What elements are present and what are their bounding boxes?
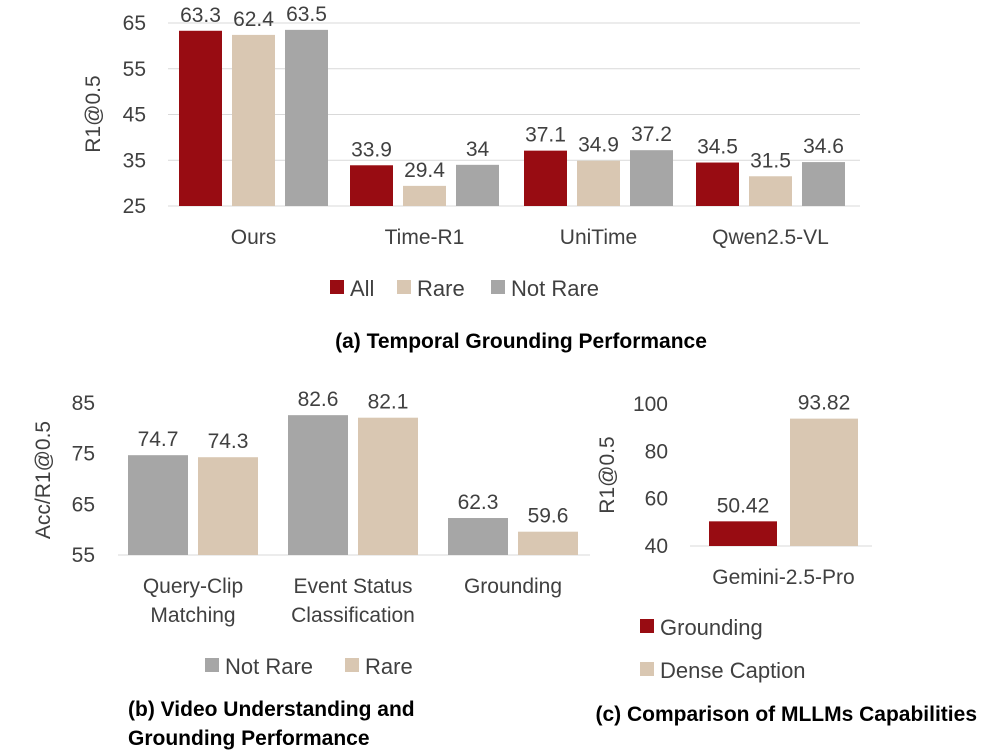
legend-label-not-rare: Not Rare [225,654,313,679]
bar-dense-caption-gemini-2-5-pro [790,418,858,546]
chart-caption: (c) Comparison of MLLMs Capabilities [595,703,977,726]
data-label: 62.3 [458,491,499,514]
bar-not-rare-event-status-classification [288,415,348,555]
data-label: 37.2 [631,123,672,146]
y-tick-label: 85 [72,392,95,415]
legend-label-all: All [350,276,374,301]
y-axis-title: R1@0.5 [82,75,105,152]
x-category-label: Matching [150,604,235,627]
data-label: 74.7 [138,428,179,451]
chart-caption: (b) Video Understanding and [128,698,415,721]
data-label: 82.1 [368,391,409,414]
y-tick-label: 45 [123,104,146,127]
y-axis-title: Acc/R1@0.5 [32,421,55,539]
data-label: 37.1 [525,124,566,147]
y-tick-label: 100 [633,393,668,416]
y-tick-label: 25 [123,195,146,218]
bar-rare-event-status-classification [358,417,418,555]
bar-rare-ours [232,34,275,206]
y-tick-label: 40 [645,535,668,558]
data-label: 33.9 [351,138,392,161]
data-label: 82.6 [298,388,339,411]
bar-not-rare-time-r1 [456,164,499,206]
x-category-label: Qwen2.5-VL [712,226,829,249]
data-label: 34.9 [578,134,619,157]
bar-not-rare-query-clip-matching [128,455,188,555]
chart-caption: (a) Temporal Grounding Performance [335,330,707,353]
legend-swatch-all [330,280,344,294]
bar-not-rare-unitime [630,150,673,206]
x-category-label: Event Status [293,575,412,598]
legend-label-dense-caption: Dense Caption [660,658,806,683]
data-label: 93.82 [798,392,851,415]
legend-label-grounding: Grounding [660,615,763,640]
y-axis-title: R1@0.5 [596,436,619,513]
legend-label-rare: Rare [417,276,465,301]
bar-all-ours [179,30,222,207]
x-category-label: Gemini-2.5-Pro [712,566,854,589]
data-label: 34 [466,138,490,161]
data-label: 34.5 [697,136,738,159]
bar-rare-query-clip-matching [198,457,258,555]
y-tick-label: 80 [645,440,668,463]
y-tick-label: 60 [645,488,668,511]
x-category-label: Time-R1 [385,226,465,249]
data-label: 59.6 [528,505,569,528]
data-label: 74.3 [208,430,249,453]
bar-grounding-gemini-2-5-pro [709,521,777,546]
bar-not-rare-grounding [448,518,508,555]
data-label: 50.42 [717,494,770,517]
y-tick-label: 55 [72,544,95,567]
data-label: 31.5 [750,149,791,172]
bar-rare-unitime [577,160,620,206]
data-label: 29.4 [404,159,445,182]
x-category-label: Query-Clip [143,575,243,598]
x-category-label: Grounding [464,575,562,598]
legend-swatch-not-rare [491,280,505,294]
y-tick-label: 35 [123,149,146,172]
data-label: 62.4 [233,8,274,31]
bar-rare-grounding [518,531,578,555]
legend-label-not-rare: Not Rare [511,276,599,301]
y-tick-label: 75 [72,443,95,466]
bar-all-time-r1 [350,165,393,206]
bar-all-qwen2-5-vl [696,162,739,206]
bar-all-unitime [524,150,567,206]
data-label: 63.5 [286,3,327,26]
x-category-label: Classification [291,604,415,627]
legend-swatch-rare [397,280,411,294]
y-tick-label: 55 [123,58,146,81]
bar-rare-time-r1 [403,185,446,206]
legend-swatch-not-rare [205,658,219,672]
bar-not-rare-ours [285,29,328,206]
legend-swatch-dense-caption [640,662,654,676]
bar-not-rare-qwen2-5-vl [802,162,845,206]
legend-swatch-rare [345,658,359,672]
y-tick-label: 65 [123,12,146,35]
legend-label-rare: Rare [365,654,413,679]
bar-rare-qwen2-5-vl [749,176,792,206]
data-label: 63.3 [180,4,221,27]
legend-swatch-grounding [640,619,654,633]
y-tick-label: 65 [72,493,95,516]
data-label: 34.6 [803,135,844,158]
chart-caption: Grounding Performance [128,727,370,750]
x-category-label: Ours [231,226,277,249]
x-category-label: UniTime [560,226,637,249]
